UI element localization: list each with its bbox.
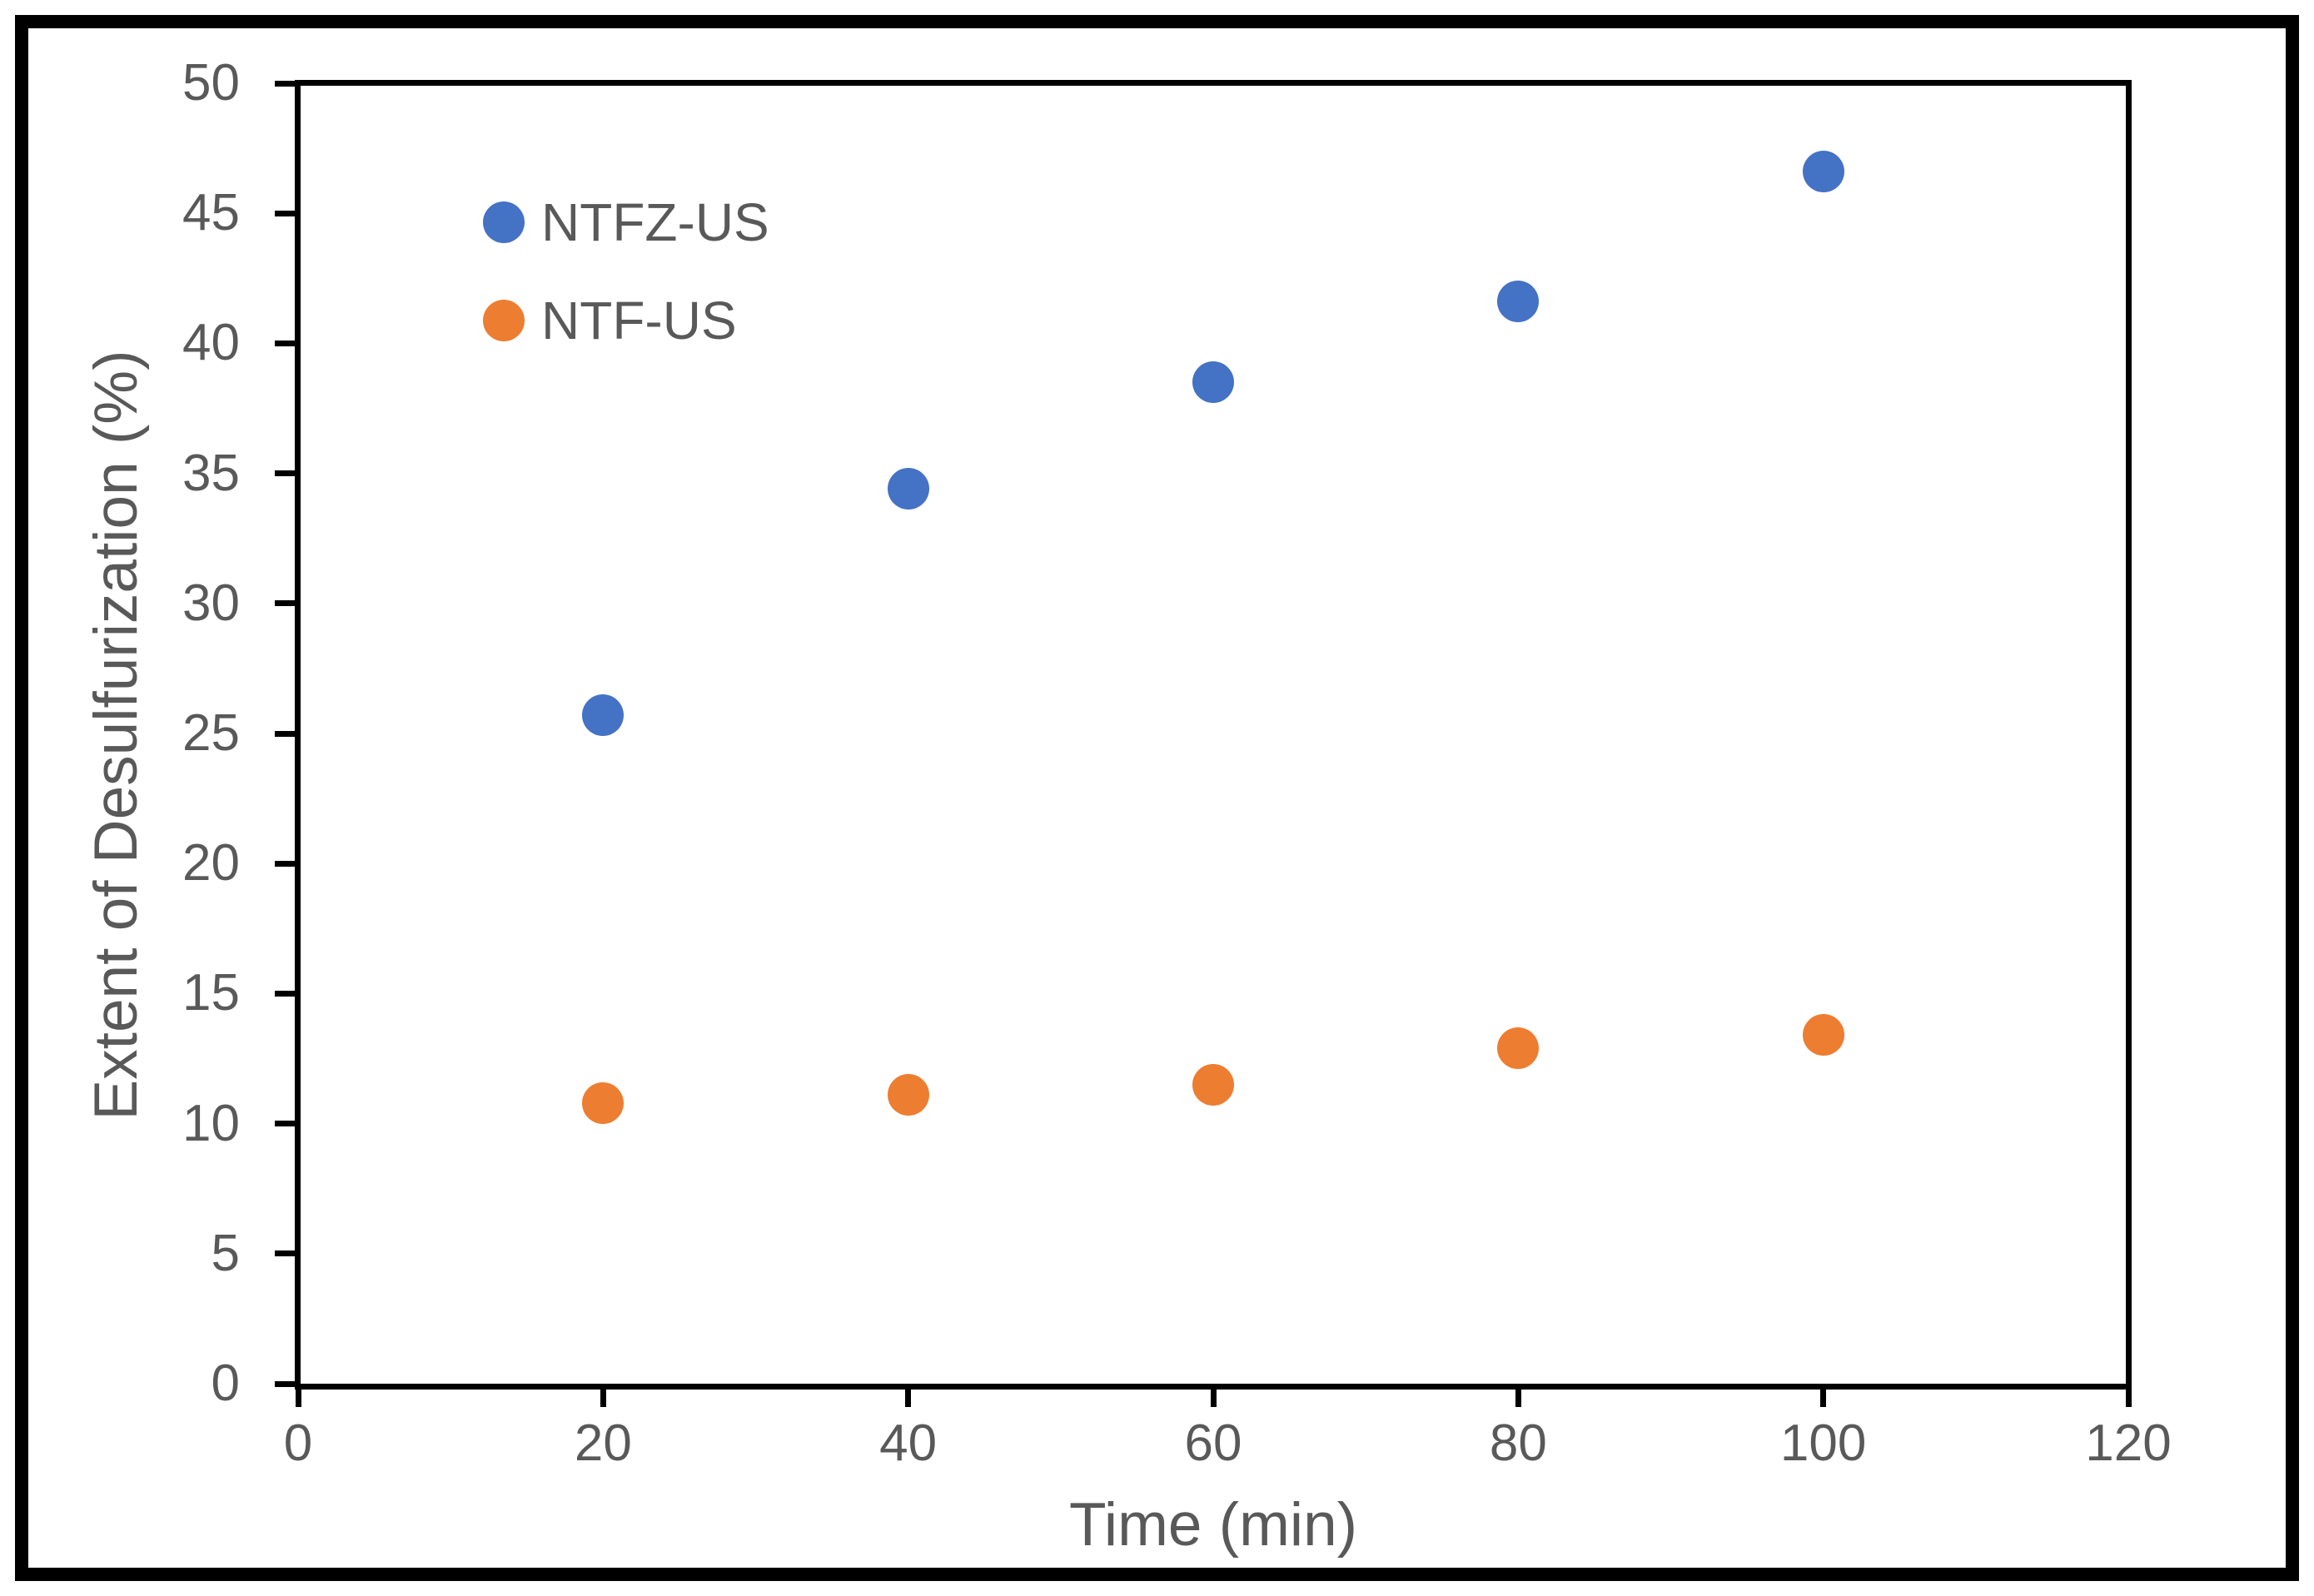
data-point-ntfz-us: [887, 468, 929, 510]
legend-label-ntf-us: NTF-US: [541, 291, 737, 351]
y-axis-tick-label: 0: [211, 1355, 240, 1412]
y-axis-tick: [275, 1250, 295, 1257]
legend-label-ntfz-us: NTFZ-US: [541, 192, 769, 252]
y-axis-tick-label: 5: [211, 1224, 240, 1282]
y-axis-tick-label: 15: [182, 964, 240, 1022]
x-axis-tick: [600, 1387, 606, 1407]
x-axis-tick-label: 120: [2085, 1415, 2172, 1472]
y-axis-tick: [275, 470, 295, 477]
y-axis-tick-label: 40: [182, 314, 240, 372]
y-axis-tick-label: 35: [182, 444, 240, 502]
legend-marker-ntfz-us: [483, 201, 525, 243]
y-axis-tick: [275, 860, 295, 867]
x-axis-tick-label: 0: [283, 1415, 313, 1472]
data-point-ntf-us: [1192, 1063, 1234, 1106]
figure-border: [15, 15, 2299, 1581]
y-axis-tick: [275, 990, 295, 997]
x-axis-tick-label: 20: [574, 1415, 632, 1472]
y-axis-tick: [275, 80, 295, 87]
legend-marker-ntf-us: [483, 300, 525, 341]
y-axis-tick: [275, 600, 295, 607]
x-axis-title: Time (min): [1068, 1491, 1358, 1559]
x-axis-tick: [905, 1387, 912, 1407]
data-point-ntf-us: [582, 1081, 625, 1124]
x-axis-tick-label: 80: [1489, 1415, 1547, 1472]
data-point-ntfz-us: [1192, 361, 1234, 404]
x-axis-tick: [1820, 1387, 1827, 1407]
data-point-ntf-us: [1802, 1014, 1844, 1057]
y-axis-tick-label: 45: [182, 184, 240, 242]
y-axis-tick: [275, 1121, 295, 1127]
y-axis-tick: [275, 340, 295, 346]
data-point-ntfz-us: [1497, 281, 1540, 323]
data-point-ntf-us: [1497, 1027, 1540, 1069]
x-axis-tick: [295, 1387, 301, 1407]
y-axis-tick: [275, 1380, 295, 1387]
x-axis-tick: [2125, 1387, 2132, 1407]
x-axis-tick: [1515, 1387, 1521, 1407]
y-axis-title: Extent of Desulfurization (%): [82, 350, 150, 1121]
y-axis-tick-label: 30: [182, 574, 240, 632]
x-axis-tick-label: 60: [1184, 1415, 1242, 1472]
y-axis-tick-label: 10: [182, 1094, 240, 1152]
data-point-ntfz-us: [582, 694, 625, 737]
y-axis-tick-label: 25: [182, 704, 240, 762]
y-axis-tick-label: 20: [182, 834, 240, 892]
y-axis-tick: [275, 210, 295, 216]
data-point-ntf-us: [887, 1074, 929, 1116]
data-point-ntfz-us: [1802, 151, 1844, 193]
x-axis-tick-label: 40: [879, 1415, 938, 1472]
x-axis-tick-label: 100: [1779, 1415, 1867, 1472]
x-axis-tick: [1210, 1387, 1217, 1407]
plot-area: [295, 80, 2132, 1390]
y-axis-tick: [275, 730, 295, 737]
y-axis-tick-label: 50: [182, 54, 240, 112]
